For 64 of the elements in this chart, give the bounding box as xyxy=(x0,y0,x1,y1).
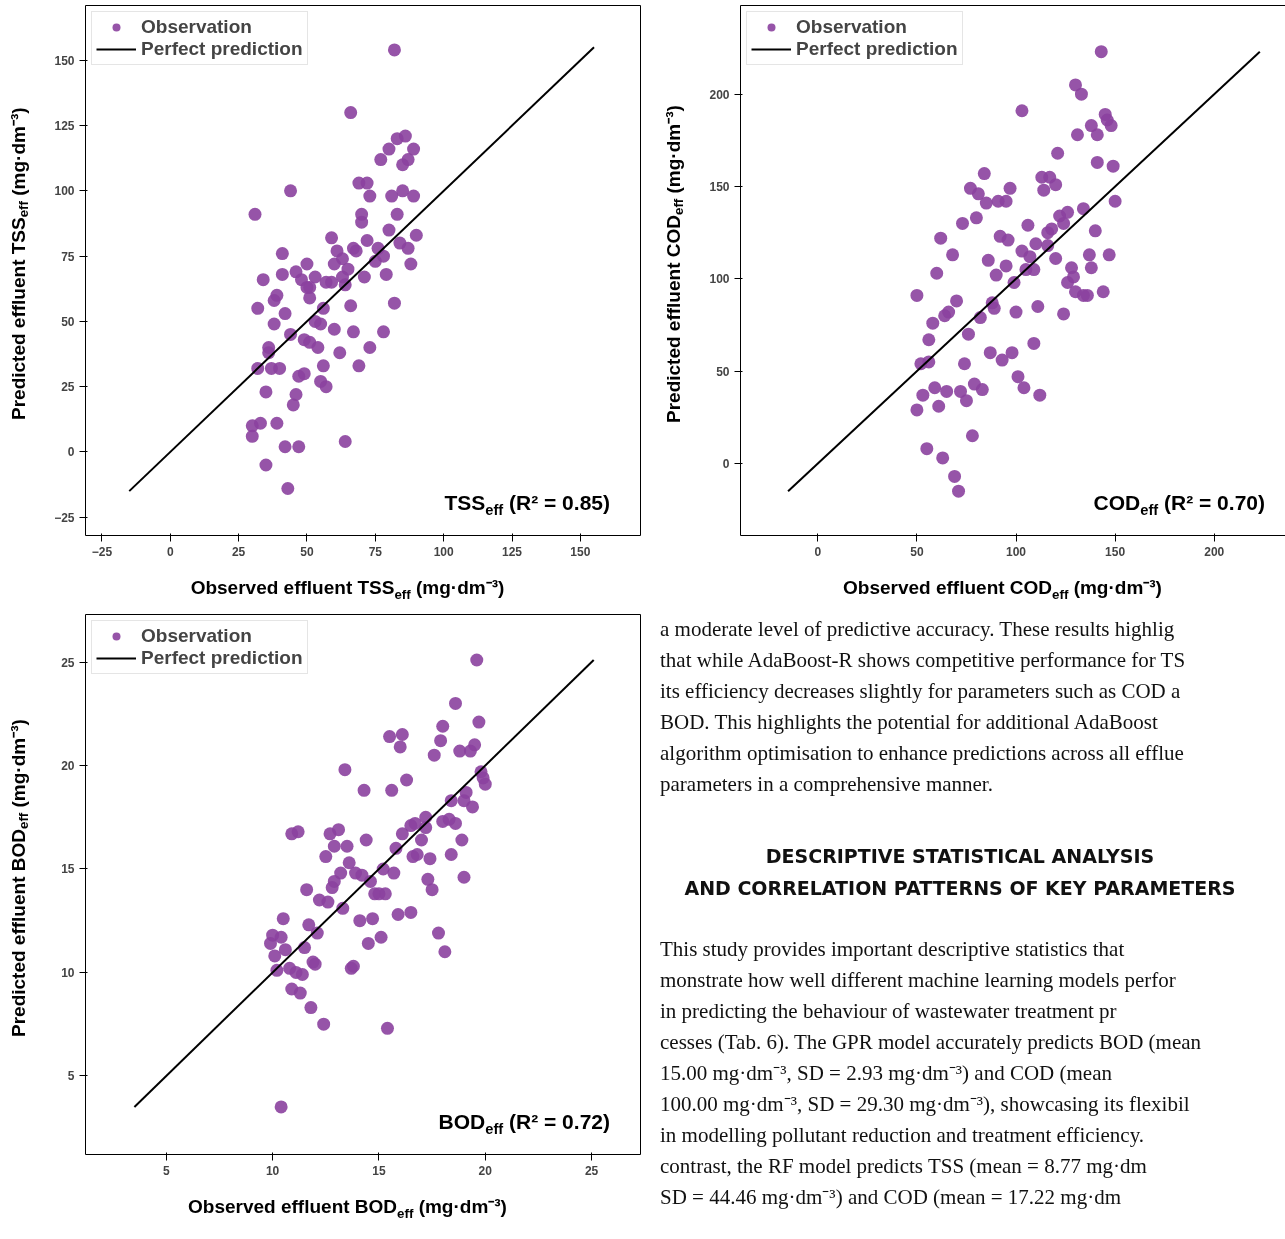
y-tick-label: 100 xyxy=(709,272,730,287)
text: SD = 44.46 mg·dm⁻³) and COD (mean = 17.22 mg·dm xyxy=(660,1184,1123,1211)
x-tick-label: 25 xyxy=(584,1163,599,1178)
text: BOD. This highlights the potential for additional AdaBoost xyxy=(660,709,1159,736)
annotation: COD$_{eff}$ (R² = 0.70) xyxy=(1092,490,1265,521)
y-tick-label: 15 xyxy=(61,862,75,877)
x-tick-label: 20 xyxy=(478,1163,493,1178)
y-tick-label: 150 xyxy=(709,179,730,194)
x-axis-title: Observed effluent COD$_{eff}$ (mg·dm⁻³) xyxy=(842,576,1163,604)
y-tick-label: −25 xyxy=(54,510,75,525)
text: This study provides important descriptive statistics that xyxy=(660,936,1126,963)
legend-label: Perfect prediction xyxy=(796,38,958,60)
y-tick-label: 25 xyxy=(61,655,75,670)
text: DESCRIPTIVE STATISTICAL ANALYSIS AND CORRELATION PATTERNS OF KEY PARAMETERS xyxy=(683,844,1237,901)
y-tick-label: 50 xyxy=(61,314,75,329)
x-tick-label: 75 xyxy=(368,544,383,559)
text: in modelling pollutant reduction and treatment efficiency. xyxy=(660,1122,1145,1149)
x-tick-label: −25 xyxy=(91,544,113,559)
x-tick-label: 25 xyxy=(231,544,246,559)
legend-label: Observation xyxy=(141,16,252,38)
x-tick-label: 5 xyxy=(162,1163,170,1178)
text: 100.00 mg·dm⁻³, SD = 29.30 mg·dm⁻³), showcasing its flexibil xyxy=(660,1091,1191,1118)
text: its efficiency decreases slightly for parameters such as COD a xyxy=(660,678,1182,705)
y-tick-label: 150 xyxy=(54,53,75,68)
legend-label: Observation xyxy=(796,16,907,38)
text: cesses (Tab. 6). The GPR model accurately predicts BOD (mean xyxy=(660,1029,1203,1056)
text: monstrate how well different machine learning models perfor xyxy=(660,967,1177,994)
x-axis-title: Observed effluent TSS$_{eff}$ (mg·dm⁻³) xyxy=(189,576,506,604)
x-tick-label: 10 xyxy=(265,1163,280,1178)
x-tick-label: 100 xyxy=(1006,544,1027,559)
text: contrast, the RF model predicts TSS (mean = 8.77 mg·dm xyxy=(660,1153,1148,1180)
x-tick-label: 150 xyxy=(1105,544,1126,559)
y-tick-label: 0 xyxy=(67,445,75,460)
text: a moderate level of predictive accuracy. These results highlig xyxy=(660,616,1176,643)
y-tick-label: 10 xyxy=(61,965,75,980)
x-tick-label: 200 xyxy=(1204,544,1225,559)
x-axis-title: Observed effluent BOD$_{eff}$ (mg·dm⁻³) xyxy=(187,1195,508,1223)
text: that while AdaBoost-R shows competitive performance for TS xyxy=(660,647,1187,674)
annotation: BOD$_{eff}$ (R² = 0.72) xyxy=(437,1109,610,1140)
x-tick-label: 100 xyxy=(433,544,454,559)
y-tick-label: 75 xyxy=(61,249,75,264)
y-tick-label: 125 xyxy=(54,119,75,134)
y-tick-label: 0 xyxy=(722,456,730,471)
legend-label: Perfect prediction xyxy=(141,647,303,669)
x-tick-label: 125 xyxy=(501,544,523,559)
x-tick-label: 150 xyxy=(570,544,591,559)
y-tick-label: 25 xyxy=(61,380,75,395)
legend-label: Observation xyxy=(141,625,252,647)
text: 15.00 mg·dm⁻³, SD = 2.93 mg·dm⁻³) and COD (mean xyxy=(660,1060,1113,1087)
y-tick-label: 100 xyxy=(54,184,75,199)
x-tick-label: 0 xyxy=(814,544,822,559)
x-tick-label: 0 xyxy=(166,544,174,559)
text: parameters in a comprehensive manner. xyxy=(660,771,994,798)
x-tick-label: 50 xyxy=(910,544,924,559)
text: algorithm optimisation to enhance predictions across all efflue xyxy=(660,740,1185,767)
x-tick-label: 15 xyxy=(372,1163,386,1178)
text: in predicting the behaviour of wastewater treatment pr xyxy=(660,998,1118,1025)
y-tick-label: 200 xyxy=(709,87,730,102)
annotation: TSS$_{eff}$ (R² = 0.85) xyxy=(444,491,610,519)
y-tick-label: 20 xyxy=(61,759,75,774)
x-tick-label: 50 xyxy=(300,544,314,559)
legend-label: Perfect prediction xyxy=(141,38,303,60)
y-tick-label: 50 xyxy=(716,364,730,379)
y-tick-label: 5 xyxy=(67,1069,75,1084)
